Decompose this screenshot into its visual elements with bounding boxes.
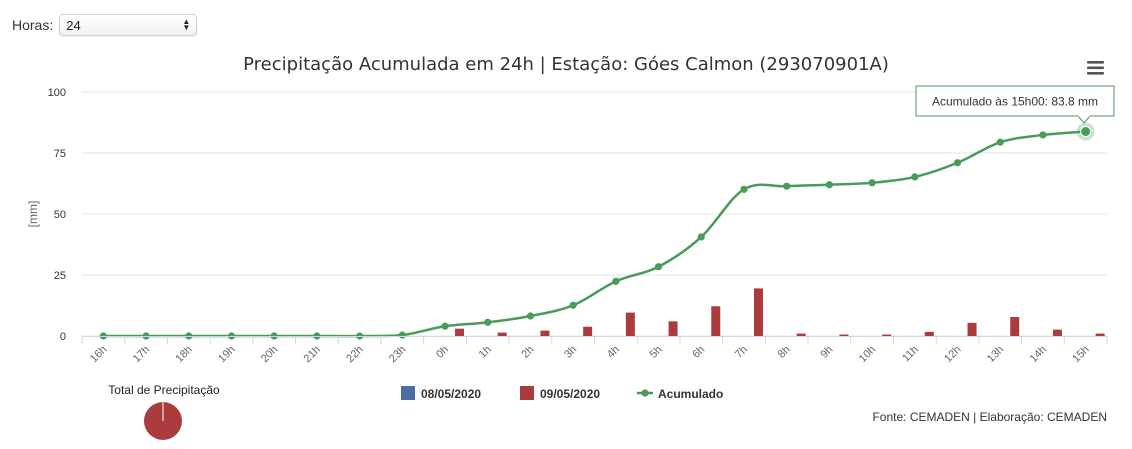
x-tick-label: 23h [387,344,408,365]
y-tick-label: 50 [54,209,66,221]
x-tick-label: 7h [733,344,750,361]
accumulated-point[interactable] [996,138,1004,146]
accumulated-point[interactable] [484,318,492,326]
x-tick-label: 0h [434,344,451,361]
x-tick-label: 4h [605,344,622,361]
y-axis-label: [mm] [26,201,40,228]
x-tick-label: 21h [302,344,323,365]
bar-09/05/2020[interactable] [882,334,892,336]
legend-item[interactable]: 09/05/2020 [520,386,600,401]
accumulated-point[interactable] [569,301,577,309]
hours-select-value: 24 [66,17,81,33]
x-tick-label: 10h [857,344,878,365]
bar-09/05/2020[interactable] [668,321,678,336]
tooltip: Acumulado às 15h00: 83.8 mm [915,85,1115,124]
bar-09/05/2020[interactable] [497,332,507,336]
x-tick-label: 15h [1070,344,1091,365]
x-tick-label: 6h [690,344,707,361]
tooltip-pointer [1076,115,1092,124]
x-tick-label: 17h [131,344,152,365]
chart-title: Precipitação Acumulada em 24h | Estação:… [243,54,889,75]
x-tick-label: 3h [562,344,579,361]
legend-color-symbol [401,386,415,400]
accumulated-point[interactable] [1039,131,1047,139]
legend: 08/05/2020 09/05/2020 Acumulado [401,386,723,401]
bar-09/05/2020[interactable] [967,322,977,336]
hamburger-menu-icon[interactable] [1084,58,1108,78]
legend-item[interactable]: Acumulado [637,387,723,401]
tooltip-text: Acumulado às 15h00: 83.8 mm [932,95,1098,109]
y-tick-label: 0 [60,331,66,343]
bar-09/05/2020[interactable] [1010,316,1020,336]
accumulated-point[interactable] [526,312,535,320]
credits[interactable]: Fonte: CEMADEN | Elaboração: CEMADEN [872,410,1107,424]
x-tick-label: 14h [1028,344,1049,365]
pie-chart [144,402,182,440]
accumulated-point[interactable] [911,173,919,181]
x-tick-label: 20h [259,344,280,365]
pie-label: Total de Precipitação [108,383,220,397]
bar-09/05/2020[interactable] [839,334,849,336]
legend-label: 08/05/2020 [421,387,481,401]
x-tick-label: 8h [776,344,793,361]
x-tick-label: 11h [900,344,921,365]
y-tick-label: 100 [48,87,66,99]
bar-09/05/2020[interactable] [711,306,721,336]
bar-09/05/2020[interactable] [625,312,635,336]
y-tick-label: 75 [54,148,66,160]
accumulated-point[interactable] [654,263,663,271]
bar-09/05/2020[interactable] [753,288,763,336]
hours-label: Horas: [12,17,54,33]
y-tick-label: 25 [54,270,66,282]
bar-09/05/2020[interactable] [1095,333,1105,336]
up-down-arrows-icon: ▲ ▼ [182,17,191,32]
accumulated-point[interactable] [441,322,449,330]
bar-09/05/2020[interactable] [583,326,593,336]
tooltip-box [915,85,1115,117]
bar-09/05/2020[interactable] [540,330,550,336]
x-tick-label: 12h [942,344,963,365]
bar-09/05/2020[interactable] [455,328,465,336]
x-tick-label: 16h [88,344,109,365]
legend-label: Acumulado [658,387,723,401]
x-tick-label: 2h [519,344,536,361]
x-tick-label: 19h [216,344,237,365]
legend-point-symbol [641,389,649,397]
accumulated-point[interactable] [740,185,748,193]
x-tick-label: 5h [648,344,665,361]
hours-select[interactable]: 24 ▲ ▼ [59,14,198,36]
accumulated-point[interactable] [953,159,962,167]
bar-09/05/2020[interactable] [796,333,806,336]
accumulated-point[interactable] [825,181,833,189]
x-tick-label: 18h [173,344,194,365]
accumulated-point[interactable] [868,179,876,187]
x-tick-label: 9h [818,344,835,361]
accumulated-point[interactable] [1080,126,1092,138]
accumulated-line [103,130,1086,338]
x-tick-label: 13h [985,344,1006,365]
accumulated-point[interactable] [697,233,705,241]
accumulated-point[interactable] [398,331,406,339]
bar-09/05/2020[interactable] [924,331,934,336]
legend-color-symbol [520,386,534,400]
x-tick-label: 22h [344,344,365,365]
hours-control: Horas: 24 ▲ ▼ [12,14,198,36]
x-tick-label: 1h [477,344,494,361]
accumulated-point[interactable] [612,277,620,285]
legend-item[interactable]: 08/05/2020 [401,386,481,401]
accumulated-point[interactable] [783,182,791,190]
legend-label: 09/05/2020 [540,387,600,401]
bar-09/05/2020[interactable] [1052,329,1062,336]
